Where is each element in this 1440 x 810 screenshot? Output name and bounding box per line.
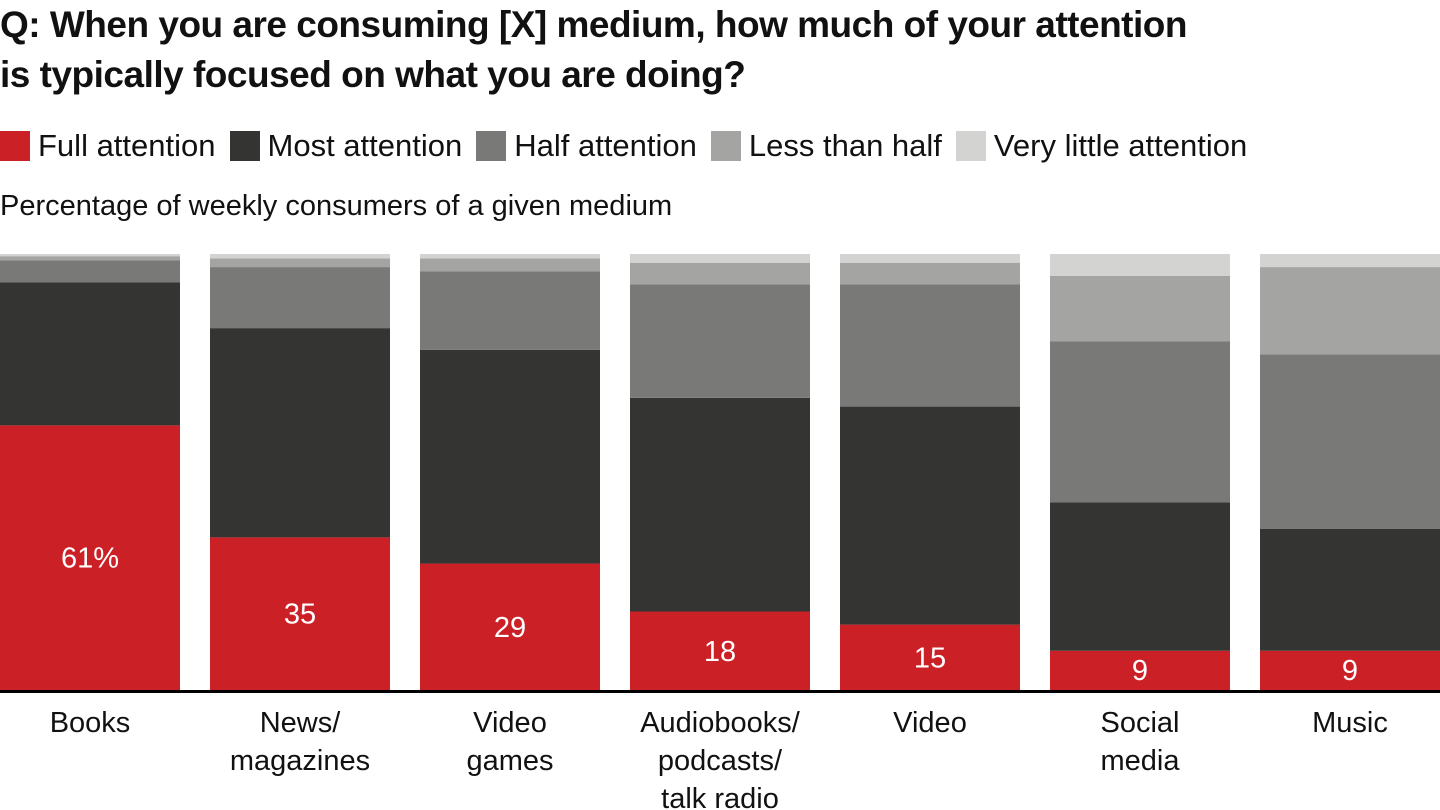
legend-item-full-attention: Full attention xyxy=(0,128,216,164)
bar-segment-audiobooks-podcasts-talk-radio-half-attention xyxy=(630,284,810,398)
bar-segment-news-magazines-less-than-half xyxy=(210,258,390,268)
bar-segment-news-magazines-full-attention xyxy=(210,537,390,690)
bar-segment-video-most-attention xyxy=(840,406,1020,625)
legend-swatch-very-little-attention xyxy=(955,131,986,161)
bar-segment-audiobooks-podcasts-talk-radio-most-attention xyxy=(630,397,810,612)
bar-segment-books-very-little-attention xyxy=(0,254,180,257)
bar-segment-books-less-than-half xyxy=(0,256,180,261)
legend-label-very-little-attention: Very little attention xyxy=(993,128,1248,163)
bar-segment-social-media-full-attention xyxy=(1050,650,1230,690)
legend-item-most-attention: Most attention xyxy=(229,128,463,164)
bar-segment-news-magazines-most-attention xyxy=(210,328,390,538)
bar-segment-books-full-attention xyxy=(0,425,180,690)
bar-stack-video: 15 xyxy=(840,254,1020,690)
bar-segment-music-full-attention xyxy=(1260,650,1440,690)
bar-stack-video-games: 29 xyxy=(420,254,600,690)
legend-label-half-attention: Half attention xyxy=(514,128,697,163)
data-label-books: 61% xyxy=(61,543,119,575)
bar-segment-social-media-half-attention xyxy=(1050,341,1230,503)
legend: Full attention Most attention Half atten… xyxy=(0,128,1261,164)
category-label-social-media-line-1: Social xyxy=(1101,707,1180,739)
bar-segment-social-media-most-attention xyxy=(1050,502,1230,651)
bar-segment-music-most-attention xyxy=(1260,528,1440,651)
category-label-video-games-line-2: games xyxy=(466,745,553,777)
bar-segment-news-magazines-half-attention xyxy=(210,267,390,329)
data-label-news-magazines: 35 xyxy=(284,599,316,631)
bar-segment-books-half-attention xyxy=(0,260,180,283)
category-label-books: Books xyxy=(50,707,131,739)
bar-segment-music-less-than-half xyxy=(1260,267,1440,355)
bar-segment-audiobooks-podcasts-talk-radio-full-attention xyxy=(630,611,810,690)
bar-stack-news-magazines: 35 xyxy=(210,254,390,690)
legend-swatch-half-attention xyxy=(476,131,507,161)
bar-segment-music-half-attention xyxy=(1260,354,1440,529)
bar-segment-books-most-attention xyxy=(0,282,180,426)
legend-swatch-less-than-half xyxy=(710,131,741,161)
data-label-video-games: 29 xyxy=(494,612,526,644)
category-label-music: Music xyxy=(1312,707,1388,739)
bar-stack-audiobooks-podcasts-talk-radio: 18 xyxy=(630,254,810,690)
bar-segment-video-games-full-attention xyxy=(420,563,600,690)
bar-segment-social-media-less-than-half xyxy=(1050,275,1230,342)
stacked-bar-chart: 61% Books 35 News/magazines 29 Video games 18 Au… xyxy=(0,254,1440,810)
category-label-video: Video xyxy=(893,707,967,739)
category-label-news-magazines-line-1: News/ xyxy=(260,707,342,739)
bar-stack-books: 61% xyxy=(0,254,180,690)
chart-title: Q: When you are consuming [X] medium, ho… xyxy=(0,0,1440,100)
bar-segment-video-games-less-than-half xyxy=(420,258,600,272)
bar-segment-audiobooks-podcasts-talk-radio-very-little-attention xyxy=(630,254,810,263)
bar-segment-audiobooks-podcasts-talk-radio-less-than-half xyxy=(630,262,810,285)
legend-swatch-full-attention xyxy=(0,131,30,161)
category-label-video-games-line-1: Video xyxy=(473,707,547,739)
legend-label-less-than-half: Less than half xyxy=(748,128,942,163)
legend-item-very-little-attention: Very little attention xyxy=(955,128,1248,164)
bar-segment-video-games-half-attention xyxy=(420,271,600,350)
category-label-audiobooks-podcasts-talk-radio-line-2: podcasts/ xyxy=(658,745,783,777)
data-label-social-media: 9 xyxy=(1132,655,1148,687)
bar-segment-news-magazines-very-little-attention xyxy=(210,254,390,259)
bar-stack-social-media: 9 xyxy=(1050,254,1230,690)
bar-segment-social-media-very-little-attention xyxy=(1050,254,1230,276)
data-label-audiobooks-podcasts-talk-radio: 18 xyxy=(704,636,736,668)
legend-item-less-than-half: Less than half xyxy=(710,128,942,164)
legend-label-most-attention: Most attention xyxy=(267,128,463,163)
category-label-social-media-line-2: media xyxy=(1101,745,1181,777)
data-label-music: 9 xyxy=(1342,655,1358,687)
bar-segment-video-games-most-attention xyxy=(420,349,600,564)
legend-swatch-most-attention xyxy=(229,131,260,161)
legend-label-full-attention: Full attention xyxy=(38,128,216,163)
bar-segment-video-full-attention xyxy=(840,624,1020,690)
category-label-audiobooks-podcasts-talk-radio-line-3: talk radio xyxy=(661,783,779,810)
category-label-news-magazines-line-2: magazines xyxy=(230,745,370,777)
bar-segment-video-half-attention xyxy=(840,284,1020,407)
legend-item-half-attention: Half attention xyxy=(476,128,697,164)
bar-segment-video-very-little-attention xyxy=(840,254,1020,263)
bar-segment-video-less-than-half xyxy=(840,262,1020,285)
chart-subtitle: Percentage of weekly consumers of a give… xyxy=(0,190,673,222)
bar-segment-video-games-very-little-attention xyxy=(420,254,600,259)
category-label-audiobooks-podcasts-talk-radio-line-1: Audiobooks/ xyxy=(640,707,801,739)
bar-segment-music-very-little-attention xyxy=(1260,254,1440,268)
bar-stack-music: 9 xyxy=(1260,254,1440,690)
chart-title-line-2: is typically focused on what you are doi… xyxy=(0,54,746,95)
chart-title-line-1: Q: When you are consuming [X] medium, ho… xyxy=(0,4,1187,45)
data-label-video: 15 xyxy=(914,642,946,674)
